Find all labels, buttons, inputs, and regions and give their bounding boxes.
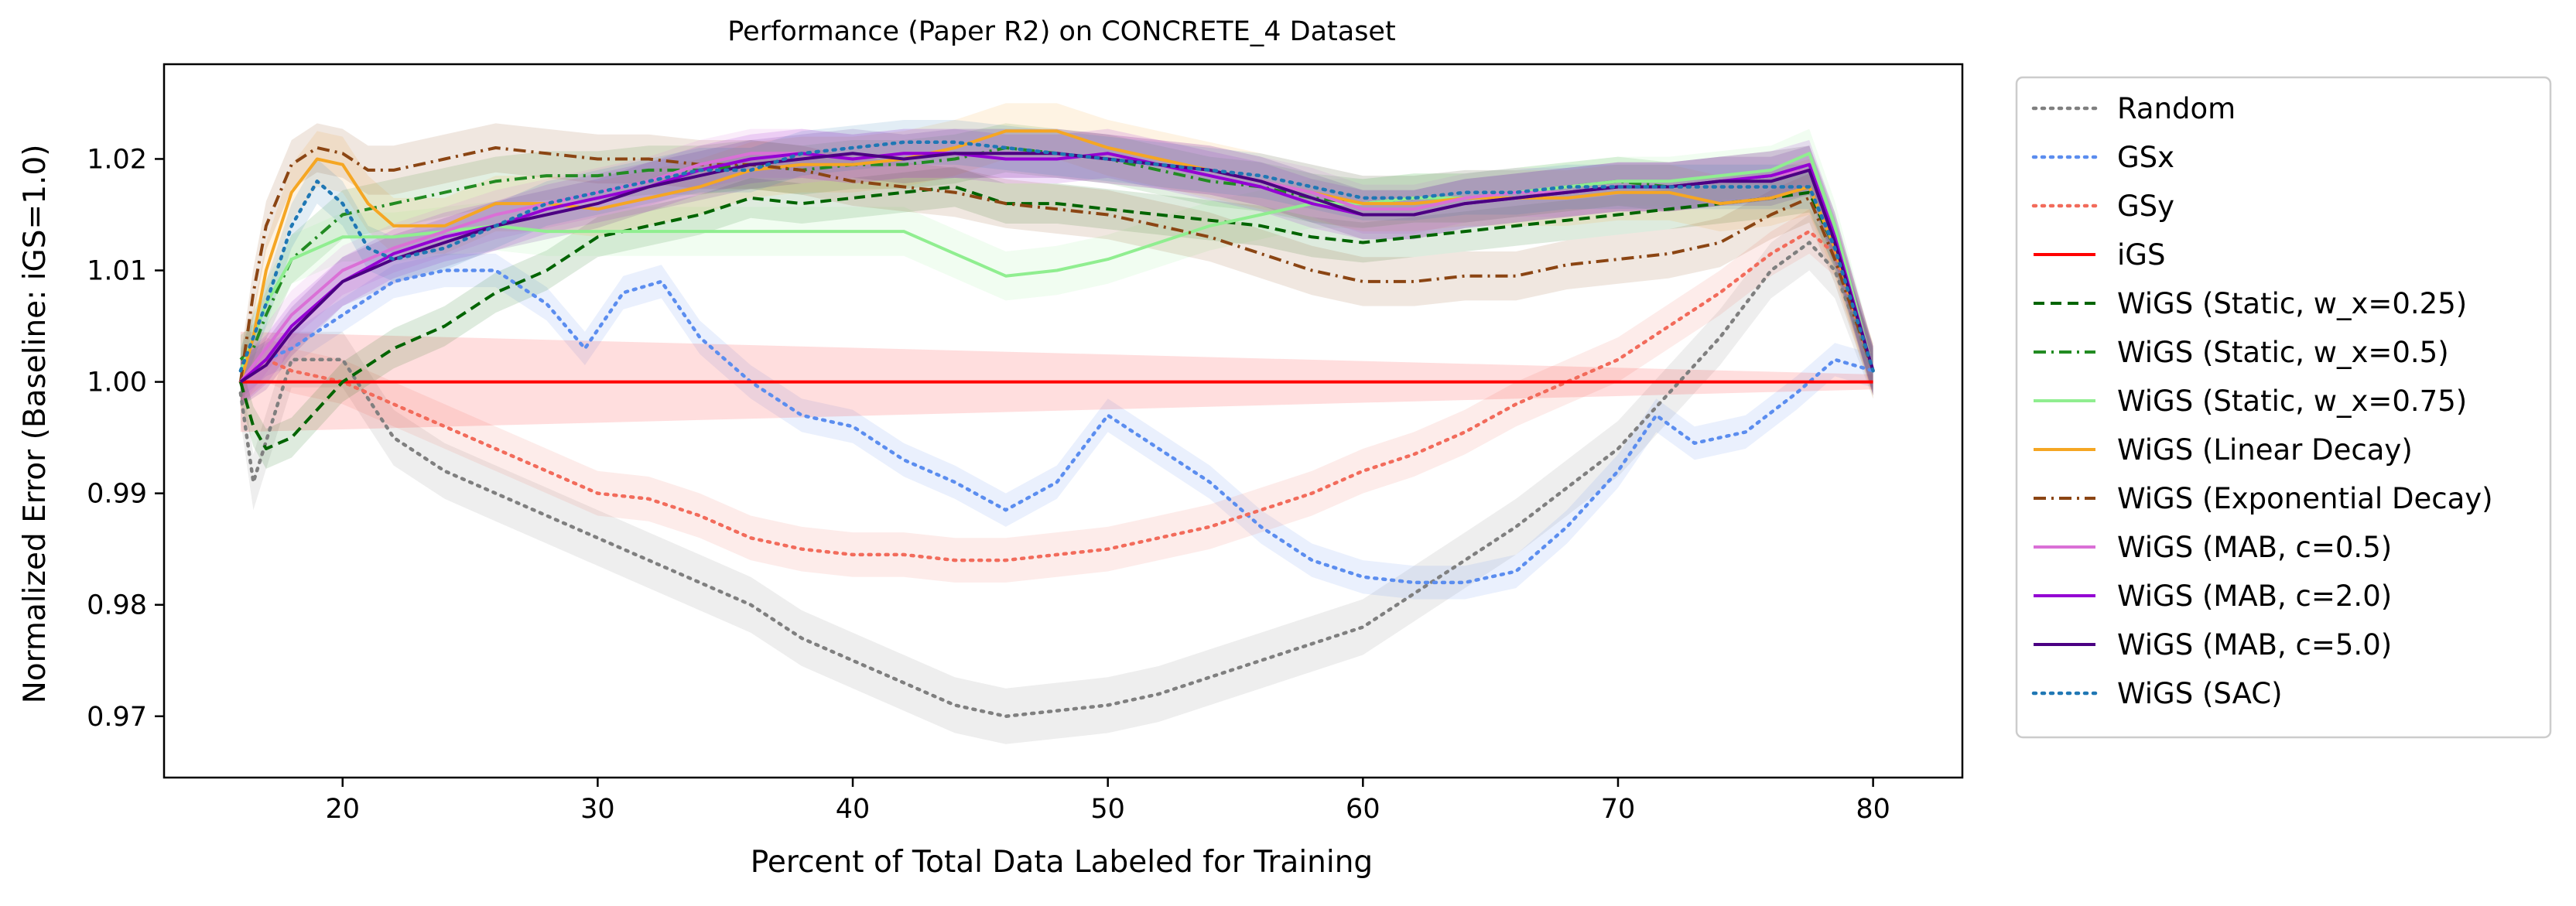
legend-label-12: WiGS (SAC) <box>2117 677 2283 710</box>
band-series-8 <box>240 123 1873 407</box>
band-series-6 <box>240 128 1873 395</box>
legend-box <box>2015 76 2552 739</box>
x-tick-label: 40 <box>836 794 871 825</box>
legend-label-7: WiGS (Linear Decay) <box>2117 433 2413 467</box>
x-axis-label: Percent of Total Data Labeled for Traini… <box>751 845 1373 880</box>
series-line-6 <box>239 152 1875 371</box>
axes: 20 30 40 50 60 70 80 0.97 0.98 0.99 1.00 1.01 1.02 <box>87 63 1964 825</box>
series-line-1 <box>238 268 1875 585</box>
legend-label-9: WiGS (MAB, c=0.5) <box>2117 531 2392 564</box>
legend-label-10: WiGS (MAB, c=2.0) <box>2117 579 2392 613</box>
band-series-5 <box>240 123 1873 395</box>
series-line-7 <box>238 129 1875 383</box>
series-lines <box>238 129 1875 719</box>
chart-title: Performance (Paper R2) on CONCRETE_4 Dat… <box>727 16 1395 47</box>
x-tick-label: 30 <box>580 794 615 825</box>
legend: Random GSx GSy iGS WiGS (Static, w_x=0.25) Wi… <box>2015 76 2552 739</box>
x-tick-label: 70 <box>1601 794 1636 825</box>
band-series-2 <box>240 209 1873 583</box>
legend-label-2: GSy <box>2117 190 2174 223</box>
y-tick-label: 1.01 <box>87 256 147 287</box>
y-tick-label: 0.98 <box>87 590 147 621</box>
band-series-0 <box>240 214 1873 744</box>
legend-label-1: GSx <box>2117 141 2174 174</box>
y-tick-label: 0.97 <box>87 702 147 733</box>
legend-label-5: WiGS (Static, w_x=0.5) <box>2117 336 2449 369</box>
series-line-12 <box>238 140 1875 373</box>
legend-label-8: WiGS (Exponential Decay) <box>2117 482 2493 515</box>
legend-label-3: iGS <box>2117 238 2165 272</box>
x-tick-label: 60 <box>1346 794 1380 825</box>
legend-label-11: WiGS (MAB, c=5.0) <box>2117 628 2392 662</box>
y-tick-label: 1.02 <box>87 144 147 175</box>
band-series-1 <box>240 253 1873 600</box>
band-series-4 <box>240 166 1873 469</box>
y-tick-label: 0.99 <box>87 479 147 510</box>
series-line-0 <box>238 241 1875 719</box>
series-line-2 <box>238 229 1875 562</box>
plot-frame <box>162 63 1964 779</box>
legend-label-4: WiGS (Static, w_x=0.25) <box>2117 287 2467 320</box>
legend-label-0: Random <box>2117 92 2236 125</box>
legend-label-6: WiGS (Static, w_x=0.75) <box>2117 385 2467 418</box>
series-line-4 <box>238 185 1875 450</box>
series-line-8 <box>238 146 1875 382</box>
x-tick-label: 50 <box>1090 794 1125 825</box>
y-tick-label: 1.00 <box>87 368 147 398</box>
x-tick-label: 80 <box>1856 794 1890 825</box>
x-tick-label: 20 <box>325 794 360 825</box>
y-axis-label: Normalized Error (Baseline: iGS=1.0) <box>18 145 53 704</box>
